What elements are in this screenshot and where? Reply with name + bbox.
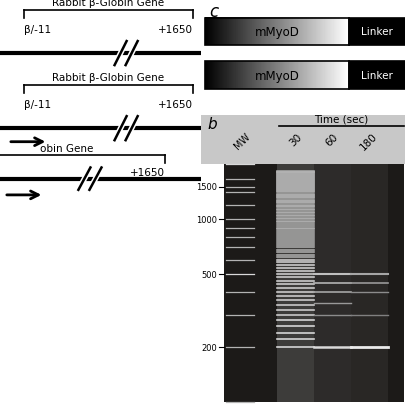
Text: mMyoD: mMyoD (254, 70, 298, 83)
Text: 30: 30 (286, 131, 303, 148)
Text: 60: 60 (323, 131, 339, 148)
Text: Linker: Linker (360, 27, 392, 37)
Bar (205, 62, 348, 90)
Text: MW: MW (232, 131, 251, 151)
Text: Rabbit β-Globin Gene: Rabbit β-Globin Gene (52, 0, 164, 8)
Bar (348, 19, 405, 46)
Text: Rabbit β-Globin Gene: Rabbit β-Globin Gene (52, 73, 164, 83)
Text: obin Gene: obin Gene (40, 144, 93, 154)
Text: +1650: +1650 (130, 168, 164, 178)
Bar (223, 165, 403, 402)
Text: β/-11: β/-11 (24, 100, 51, 110)
Bar (276, 165, 313, 402)
Bar (200, 115, 405, 165)
Text: Time (sec): Time (sec) (313, 114, 368, 124)
Text: mMyoD: mMyoD (254, 26, 298, 39)
Text: Linker: Linker (360, 71, 392, 81)
Bar (350, 165, 387, 402)
Text: +1650: +1650 (158, 100, 192, 110)
Bar (313, 165, 350, 402)
Text: +1650: +1650 (158, 25, 192, 35)
Text: 1000: 1000 (196, 215, 217, 224)
Text: 500: 500 (201, 270, 217, 279)
Text: 200: 200 (201, 343, 217, 352)
Text: β/-11: β/-11 (24, 25, 51, 35)
Text: b: b (207, 117, 216, 132)
Bar (205, 19, 348, 46)
Text: c: c (209, 4, 218, 21)
Text: 1500: 1500 (196, 183, 217, 192)
Bar (348, 62, 405, 90)
Text: 180: 180 (358, 131, 379, 152)
